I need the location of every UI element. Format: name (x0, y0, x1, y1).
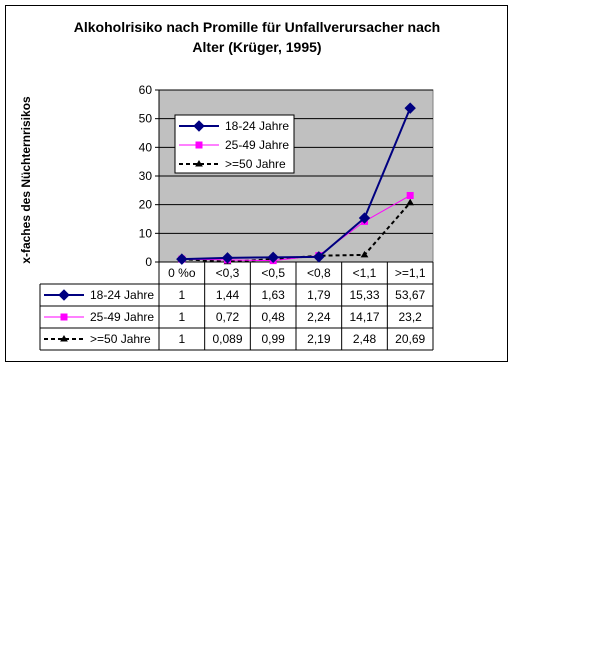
y-tick-label: 10 (139, 226, 153, 240)
plot-area: 0 10 20 30 40 50 60 18-24 Jahre 25-49 Jahre >=50 … (39, 83, 434, 351)
x-category-label: <0,8 (307, 266, 331, 280)
legend-label: 25-49 Jahre (225, 138, 289, 152)
table-cell-value: 20,69 (395, 332, 425, 346)
series-line (181, 195, 411, 262)
data-point (267, 251, 279, 264)
chart-title-line-1: Alkoholrisiko nach Promille für Unfallve… (74, 19, 440, 35)
chart-title-line-2: Alter (Krüger, 1995) (192, 39, 321, 55)
y-tick-label: 0 (145, 255, 152, 269)
data-point (358, 212, 371, 224)
table-cell-value: 1 (178, 288, 185, 302)
chart: Alkoholrisiko nach Promille für Unfallve… (19, 19, 440, 351)
table-cell-value: 2,24 (307, 310, 331, 324)
y-tick-label: 60 (139, 83, 153, 97)
data-point (221, 252, 234, 264)
table-cell-value: 15,33 (349, 288, 379, 302)
data-point (360, 250, 369, 258)
y-axis-label: x-faches des Nüchternrisikos (19, 96, 33, 264)
table-cell-value: 0,72 (216, 310, 240, 324)
table-cell-value: 1,44 (216, 288, 240, 302)
y-tick-label: 40 (139, 140, 153, 154)
table-cell-value: 0,99 (261, 332, 285, 346)
x-category-label: <0,5 (261, 266, 285, 280)
x-category-label: <1,1 (353, 266, 377, 280)
table-cell-value: 0,48 (261, 310, 285, 324)
table-cell-value: 0,089 (212, 332, 242, 346)
table-marker (60, 313, 68, 321)
legend-label: 18-24 Jahre (225, 119, 289, 133)
data-point (404, 102, 416, 114)
table-series-name: 25-49 Jahre (90, 310, 154, 324)
y-tick-label: 20 (139, 198, 153, 212)
y-tick-label: 30 (139, 169, 153, 183)
legend-label: >=50 Jahre (225, 157, 286, 171)
x-category-label: >=1,1 (395, 266, 426, 280)
table-cell-value: 1 (178, 310, 185, 324)
table-series-name: >=50 Jahre (90, 332, 151, 346)
data-point (406, 198, 415, 206)
series-line (181, 107, 412, 261)
legend-marker (193, 120, 205, 132)
table-marker (60, 335, 68, 342)
data-point (406, 191, 414, 199)
legend-marker (195, 141, 203, 149)
table-cell-value: 1,79 (307, 288, 331, 302)
x-category-label: 0 %o (168, 266, 196, 280)
legend-marker (195, 160, 203, 167)
table-marker (58, 289, 70, 301)
table-cell-value: 14,17 (349, 310, 379, 324)
data-point (313, 251, 325, 263)
data-point (176, 253, 188, 265)
table-cell-value: 1 (178, 332, 185, 346)
table-series-name: 18-24 Jahre (90, 288, 154, 302)
table-cell-value: 1,63 (261, 288, 285, 302)
y-tick-label: 50 (139, 112, 153, 126)
x-category-label: <0,3 (216, 266, 240, 280)
table-cell-value: 53,67 (395, 288, 425, 302)
table-cell-value: 2,19 (307, 332, 331, 346)
chart-frame: Alkoholrisiko nach Promille für Unfallve… (5, 5, 508, 362)
table-cell-value: 2,48 (353, 332, 377, 346)
table-cell-value: 23,2 (398, 310, 422, 324)
